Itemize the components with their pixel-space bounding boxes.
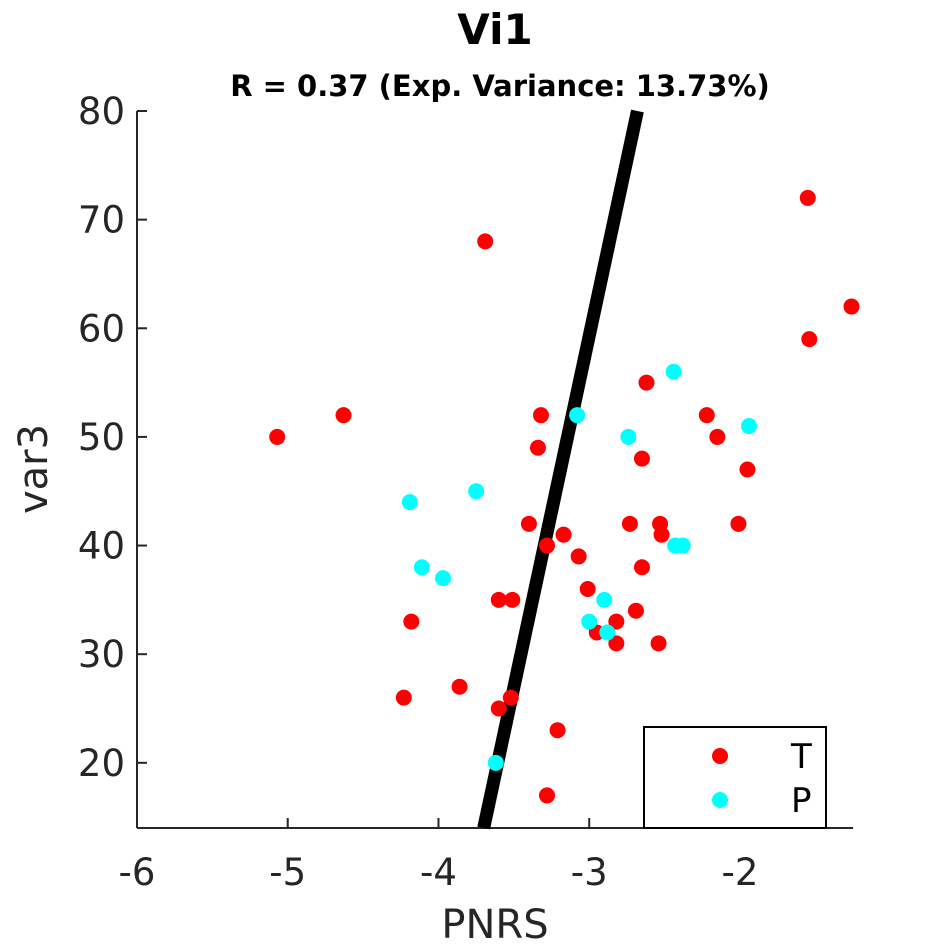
chart-subtitle: R = 0.37 (Exp. Variance: 13.73%) [230,69,770,103]
y-axis-label: var3 [11,424,57,514]
data-point-t [395,689,412,706]
data-point-t [529,439,546,456]
y-tick-label: 60 [78,307,125,350]
data-point-p [674,537,691,554]
data-point-t [451,678,468,695]
data-point-t [638,374,655,391]
x-axis-label: PNRS [441,902,548,945]
data-point-p [468,483,485,500]
data-point-p [413,559,430,576]
legend-marker-p [712,792,728,808]
data-point-t [549,722,566,739]
y-tick-label: 20 [78,742,125,785]
data-point-t [633,450,650,467]
data-point-t [608,613,625,630]
x-tick-label: -3 [571,851,608,894]
data-point-t [477,233,494,250]
data-point-t [539,537,556,554]
data-point-t [532,407,549,424]
data-point-p [740,418,757,435]
legend-label-p: P [791,781,812,821]
x-tick-label: -5 [269,851,306,894]
data-point-t [739,461,756,478]
data-point-p [434,570,451,587]
data-points-layer [269,189,860,804]
data-point-t [403,613,420,630]
data-point-t [709,428,726,445]
data-point-t [502,689,519,706]
x-tick-label: -2 [721,851,758,894]
data-point-t [520,515,537,532]
data-point-t [269,428,286,445]
data-point-t [608,635,625,652]
data-point-t [490,591,507,608]
data-point-t [843,298,860,315]
data-point-p [569,407,586,424]
axes: 20 30 40 50 60 70 80 -6 -5 -4 -3 -2 [78,90,853,894]
y-tick-label: 80 [78,90,125,133]
data-point-t [650,635,667,652]
data-point-t [579,581,596,597]
data-point-t [570,548,587,565]
data-point-t [653,526,670,543]
data-point-t [504,591,521,608]
data-point-t [555,526,572,543]
data-point-p [487,754,504,771]
y-tick-label: 50 [78,416,125,459]
data-point-t [799,189,816,206]
data-point-t [627,602,644,619]
data-point-t [335,407,352,424]
data-point-p [401,494,418,511]
y-tick-label: 30 [78,633,125,676]
data-point-p [665,363,682,380]
legend-label-t: T [790,737,812,777]
data-point-t [621,515,638,532]
data-point-t [633,559,650,576]
regression-line [477,109,644,830]
data-point-t [698,407,715,424]
data-point-p [620,428,637,445]
regression-line-layer [477,109,644,830]
data-point-t [490,700,507,717]
legend-marker-t [712,748,728,764]
y-tick-label: 70 [78,199,125,242]
x-tick-label: -6 [119,851,156,894]
data-point-t [539,787,556,804]
data-point-p [596,591,613,608]
data-point-t [801,331,818,348]
legend: TP [643,726,827,829]
data-point-t [730,515,747,532]
data-point-p [599,624,616,641]
legend-box [643,726,827,829]
x-tick-label: -4 [420,851,457,894]
chart-title: Vi1 [457,5,532,54]
y-tick-label: 40 [78,525,125,568]
data-point-p [581,613,598,630]
